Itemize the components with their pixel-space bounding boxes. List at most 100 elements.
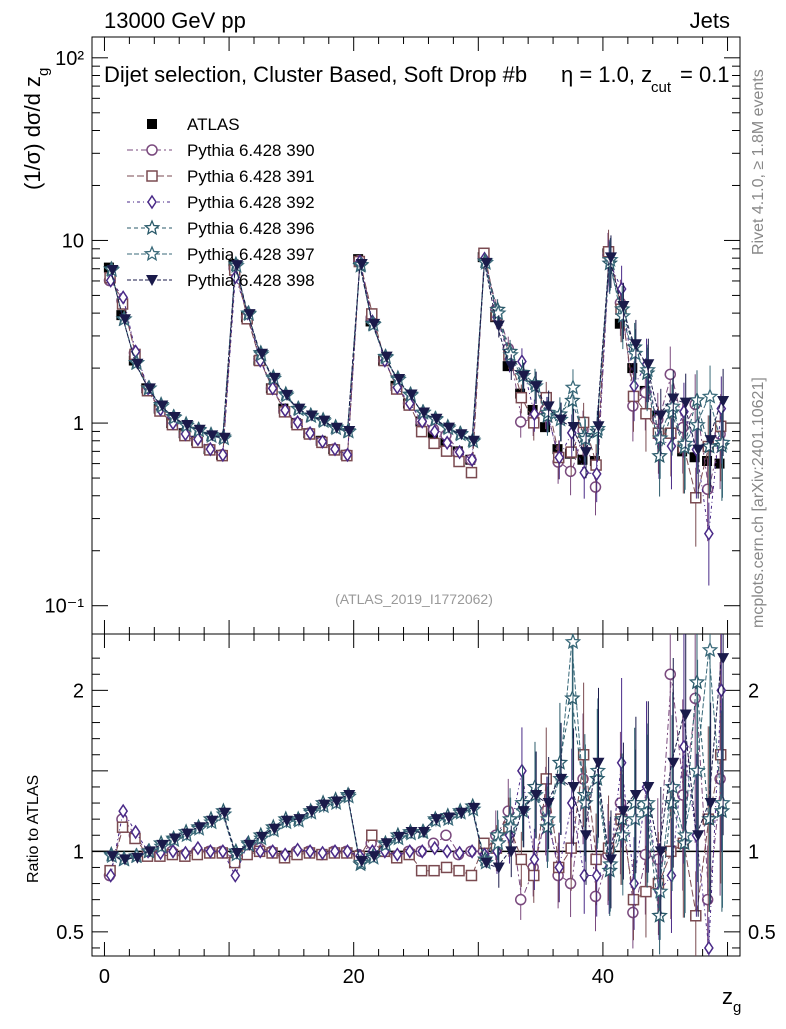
data-point <box>565 446 577 458</box>
ratio-point <box>601 862 619 878</box>
data-point <box>580 447 593 459</box>
data-point <box>143 383 156 395</box>
legend-label: Pythia 6.428 398 <box>187 271 315 290</box>
data-point <box>430 413 443 425</box>
ratio-point <box>429 840 440 856</box>
data-point <box>428 437 440 450</box>
ratio-tick-label-right: 0.5 <box>748 922 776 944</box>
x-tick-label: 40 <box>592 966 614 988</box>
y-tick-label: 10² <box>55 48 84 70</box>
ratio-point <box>542 798 555 810</box>
ratio-point <box>317 845 328 861</box>
legend-label: Pythia 6.428 390 <box>187 141 315 160</box>
data-point <box>577 416 590 429</box>
legend-marker <box>147 194 157 210</box>
ratio-point <box>243 839 256 851</box>
ratio-point <box>564 633 582 650</box>
ratio-point <box>118 854 131 866</box>
ratio-series-layer <box>102 633 731 956</box>
ratio-point <box>368 851 381 863</box>
ratio-tick-label: 2 <box>73 680 84 702</box>
ratio-point <box>590 853 602 866</box>
data-point <box>651 447 668 464</box>
data-point <box>554 450 565 465</box>
ratio-point <box>453 864 465 877</box>
ratio-point <box>565 842 577 854</box>
data-point <box>305 410 318 422</box>
ratio-point <box>514 893 527 906</box>
series-line-1 <box>110 254 722 490</box>
ratio-point <box>256 831 269 843</box>
ratio-point <box>530 790 543 801</box>
data-point <box>665 427 677 439</box>
mcplots-label: mcplots.cern.ch [arXiv:2401.10621] <box>750 377 767 628</box>
data-point <box>205 441 216 457</box>
ratio-point <box>580 830 593 842</box>
ratio-point <box>701 641 719 658</box>
rivet-label: Rivet 4.1.0, ≥ 1.8M events <box>750 69 767 255</box>
data-point <box>181 419 194 431</box>
ratio-point <box>343 790 356 801</box>
data-point <box>454 444 465 460</box>
ratio-point <box>467 843 477 859</box>
ratio-point <box>642 781 655 793</box>
ratio-point <box>626 810 644 827</box>
data-point <box>617 301 630 313</box>
data-point <box>405 389 418 401</box>
data-point <box>330 422 343 434</box>
data-point <box>579 465 590 480</box>
data-point <box>218 432 231 444</box>
ratio-point <box>517 763 527 779</box>
x-axis-label: zg <box>722 984 741 1016</box>
data-point <box>654 410 667 422</box>
data-point <box>492 320 505 332</box>
data-point <box>280 389 293 401</box>
ratio-point <box>168 843 178 859</box>
selection-label: Dijet selection, Cluster Based, Soft Dro… <box>104 62 527 87</box>
ratio-point <box>489 834 507 851</box>
ratio-line-6 <box>110 658 722 869</box>
data-point <box>193 424 206 436</box>
data-point <box>640 407 652 420</box>
data-point <box>702 455 713 466</box>
data-point <box>467 452 477 468</box>
ratio-point <box>342 843 353 859</box>
cut-subscript: cut <box>651 79 672 96</box>
data-point <box>577 430 594 446</box>
legend-marker <box>146 170 158 182</box>
ratio-point <box>627 906 639 919</box>
data-point <box>418 407 431 419</box>
data-point <box>517 370 530 382</box>
ratio-point <box>666 868 677 883</box>
data-point <box>666 438 677 454</box>
data-point <box>467 435 480 447</box>
data-point <box>540 422 551 433</box>
ratio-point <box>280 815 293 827</box>
ratio-point <box>268 823 281 835</box>
data-point <box>156 400 169 412</box>
ratio-point <box>717 653 730 665</box>
data-point <box>555 414 568 426</box>
ratio-point <box>502 818 519 835</box>
ratio-point <box>714 794 731 811</box>
x-tick-label: 20 <box>343 966 365 988</box>
cut-value: = 0.1 <box>680 62 730 87</box>
y-axis-label-text: (1/σ) dσ/d z <box>20 76 45 190</box>
data-point <box>292 414 303 430</box>
data-point <box>465 466 478 479</box>
ratio-point <box>255 843 266 859</box>
data-point <box>564 378 582 395</box>
data-point <box>577 454 588 465</box>
ratio-point <box>405 827 418 839</box>
ratio-point <box>415 864 428 877</box>
legend-label: Pythia 6.428 396 <box>187 219 315 238</box>
ratio-point <box>688 673 706 690</box>
data-point <box>589 481 602 493</box>
data-point <box>231 260 244 272</box>
y-tick-label: 1 <box>73 413 84 435</box>
data-point <box>480 257 493 269</box>
ratio-point <box>654 846 667 858</box>
ratio-panel-frame <box>91 633 741 957</box>
ratio-point <box>467 802 480 814</box>
